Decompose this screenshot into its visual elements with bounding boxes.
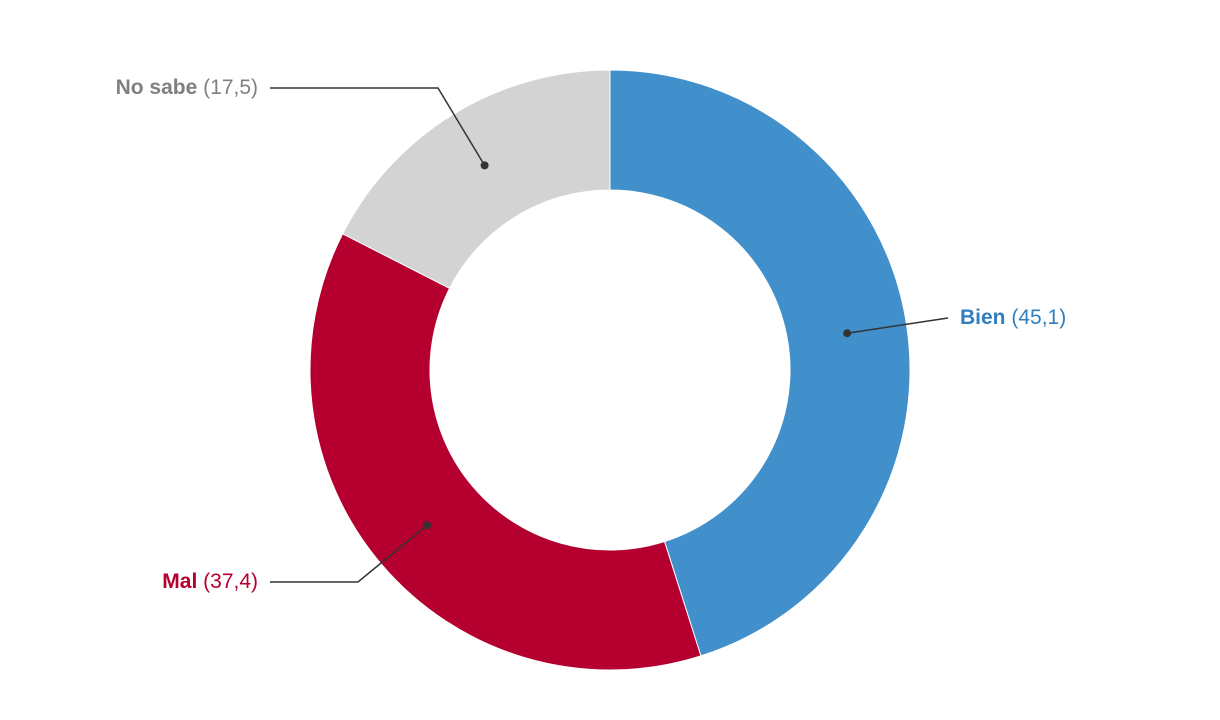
- leader-dot: [423, 521, 432, 530]
- category-name: No sabe: [116, 76, 198, 99]
- slice-label: No sabe (17,5): [116, 76, 258, 99]
- value-label: (17,5): [203, 76, 258, 99]
- leader-dot: [843, 329, 852, 338]
- category-name: Mal: [162, 570, 197, 593]
- value-label: (37,4): [203, 570, 258, 593]
- slice-label: Bien (45,1): [960, 306, 1066, 329]
- leader-line: [847, 317, 949, 334]
- donut-segment: [309, 233, 702, 671]
- leader-line: [270, 524, 428, 583]
- category-name: Bien: [960, 306, 1006, 329]
- leader-dot: [480, 161, 489, 170]
- leader-line: [270, 87, 486, 166]
- value-label: (45,1): [1011, 306, 1066, 329]
- slice-label: Mal (37,4): [162, 570, 258, 593]
- donut-segment: [609, 69, 911, 657]
- donut-segment: [342, 69, 611, 289]
